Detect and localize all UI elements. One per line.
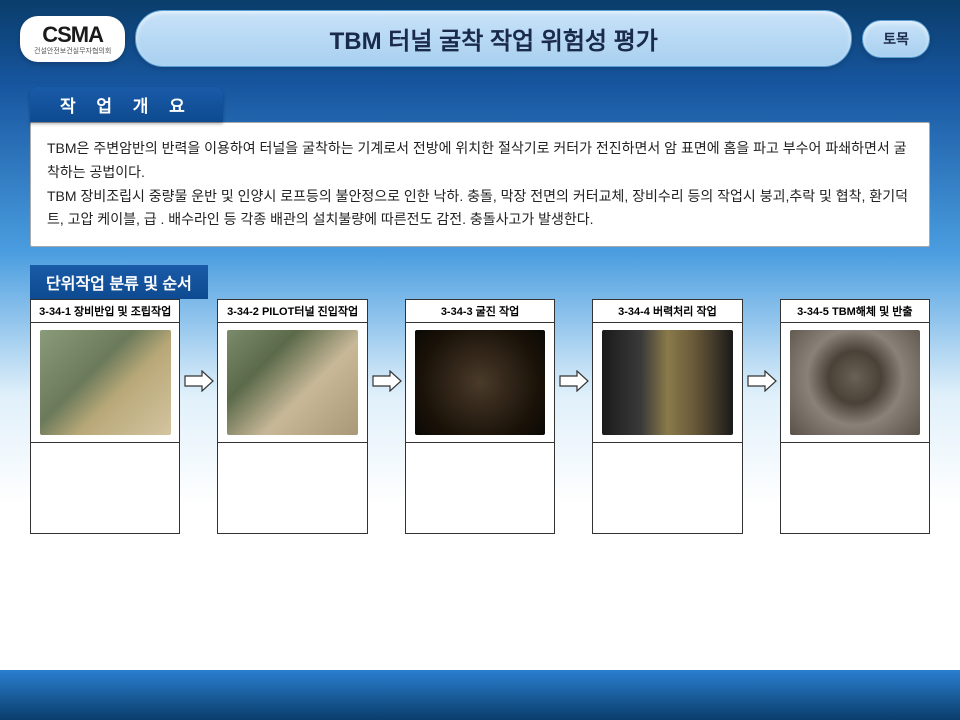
- step-extra-cell: [31, 443, 179, 533]
- step-image: [31, 323, 179, 443]
- step-column: 3-34-3 굴진 작업: [405, 299, 555, 534]
- category-pill: 토목: [862, 20, 930, 58]
- step-image: [593, 323, 741, 443]
- step-header: 3-34-1 장비반입 및 조립작업: [31, 300, 179, 323]
- step-column: 3-34-4 버력처리 작업: [592, 299, 742, 534]
- logo: CSMA 건설안전보건실무자협의회: [20, 16, 125, 62]
- logo-subtitle: 건설안전보건실무자협의회: [34, 46, 111, 56]
- steps-tab: 단위작업 분류 및 순서: [30, 265, 208, 299]
- step-column: 3-34-5 TBM해체 및 반출: [780, 299, 930, 534]
- step-column: 3-34-1 장비반입 및 조립작업: [30, 299, 180, 534]
- arrow-right-icon: [372, 370, 402, 392]
- steps-table: 3-34-1 장비반입 및 조립작업 3-34-2 PILOT터널 진입작업 3…: [30, 299, 930, 534]
- arrow-cell: [743, 299, 781, 534]
- arrow-cell: [555, 299, 593, 534]
- step-header: 3-34-5 TBM해체 및 반출: [781, 300, 929, 323]
- arrow-right-icon: [747, 370, 777, 392]
- step-column: 3-34-2 PILOT터널 진입작업: [217, 299, 367, 534]
- step-extra-cell: [593, 443, 741, 533]
- step-extra-cell: [218, 443, 366, 533]
- step-image: [218, 323, 366, 443]
- step-header: 3-34-3 굴진 작업: [406, 300, 554, 323]
- arrow-right-icon: [184, 370, 214, 392]
- arrow-cell: [180, 299, 218, 534]
- page-title-pill: TBM 터널 굴착 작업 위험성 평가: [135, 10, 852, 67]
- step-header: 3-34-4 버력처리 작업: [593, 300, 741, 323]
- step-image: [781, 323, 929, 443]
- step-header: 3-34-2 PILOT터널 진입작업: [218, 300, 366, 323]
- step-image: [406, 323, 554, 443]
- bottom-band: [0, 670, 960, 720]
- category-label: 토목: [883, 31, 909, 47]
- logo-text: CSMA: [34, 22, 111, 48]
- overview-tab: 작 업 개 요: [30, 87, 223, 122]
- step-extra-cell: [406, 443, 554, 533]
- page-title: TBM 터널 굴착 작업 위험성 평가: [166, 21, 821, 56]
- arrow-cell: [368, 299, 406, 534]
- arrow-right-icon: [559, 370, 589, 392]
- step-extra-cell: [781, 443, 929, 533]
- overview-text: TBM은 주변암반의 반력을 이용하여 터널을 굴착하는 기계로서 전방에 위치…: [30, 122, 930, 247]
